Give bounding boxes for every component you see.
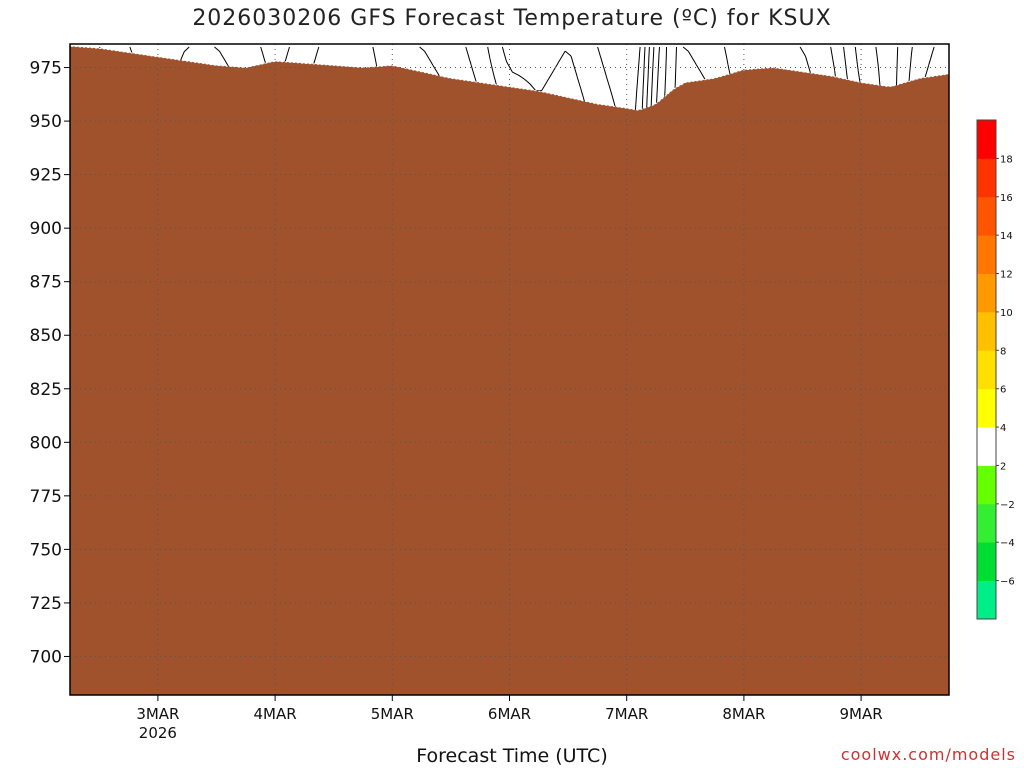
chart-title: 2026030206 GFS Forecast Temperature (ºC)… — [192, 6, 832, 31]
